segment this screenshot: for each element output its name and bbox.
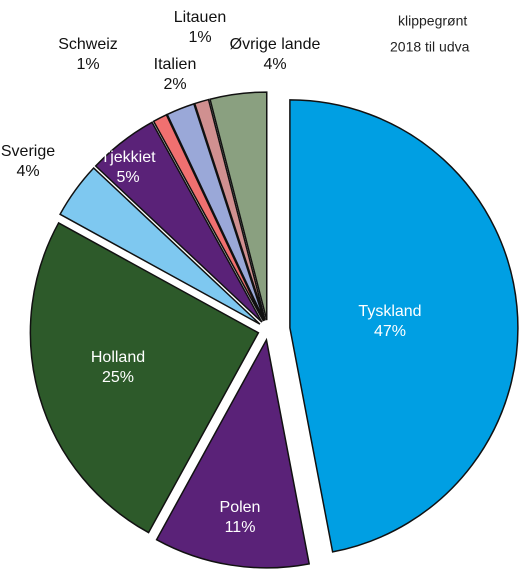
slice-label: Polen xyxy=(220,499,261,516)
slice-label: Tjekkiet xyxy=(100,149,156,166)
pie-slice xyxy=(155,337,311,569)
slice-value-label: 4% xyxy=(16,163,39,180)
slice-value-label: 2% xyxy=(163,76,186,93)
slice-label: Litauen xyxy=(174,9,227,26)
slice-value-label: 1% xyxy=(76,56,99,73)
slice-label: Tyskland xyxy=(358,303,421,320)
note-line: klippegrønt xyxy=(398,13,467,29)
slice-value-label: 25% xyxy=(102,369,134,386)
slice-value-label: 5% xyxy=(116,169,139,186)
slice-value-label: 4% xyxy=(263,56,286,73)
slice-label: Holland xyxy=(91,349,145,366)
pie-slice xyxy=(94,121,263,323)
pie-slice xyxy=(152,113,265,322)
slice-value-label: 11% xyxy=(225,519,256,536)
slice-label: Schweiz xyxy=(58,36,118,53)
pie-slice xyxy=(59,166,261,325)
slice-value-label: 47% xyxy=(374,323,406,340)
pie-slice xyxy=(29,221,260,534)
pie-slice xyxy=(209,91,268,321)
pie-slice xyxy=(193,98,266,321)
slice-label: Italien xyxy=(154,56,197,73)
slice-label: Øvrige lande xyxy=(230,36,321,53)
pie-slice xyxy=(289,99,519,553)
slice-value-label: 1% xyxy=(188,29,211,46)
pie-slice xyxy=(166,102,266,322)
slice-label: Sverige xyxy=(1,143,55,160)
note-line: 2018 til udva xyxy=(390,39,470,55)
